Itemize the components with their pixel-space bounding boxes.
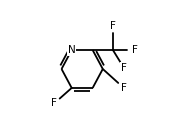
Text: F: F — [51, 99, 57, 108]
Text: N: N — [68, 45, 76, 55]
Text: F: F — [132, 45, 137, 55]
Text: F: F — [121, 83, 127, 93]
Text: F: F — [121, 63, 127, 73]
Text: F: F — [110, 21, 116, 31]
